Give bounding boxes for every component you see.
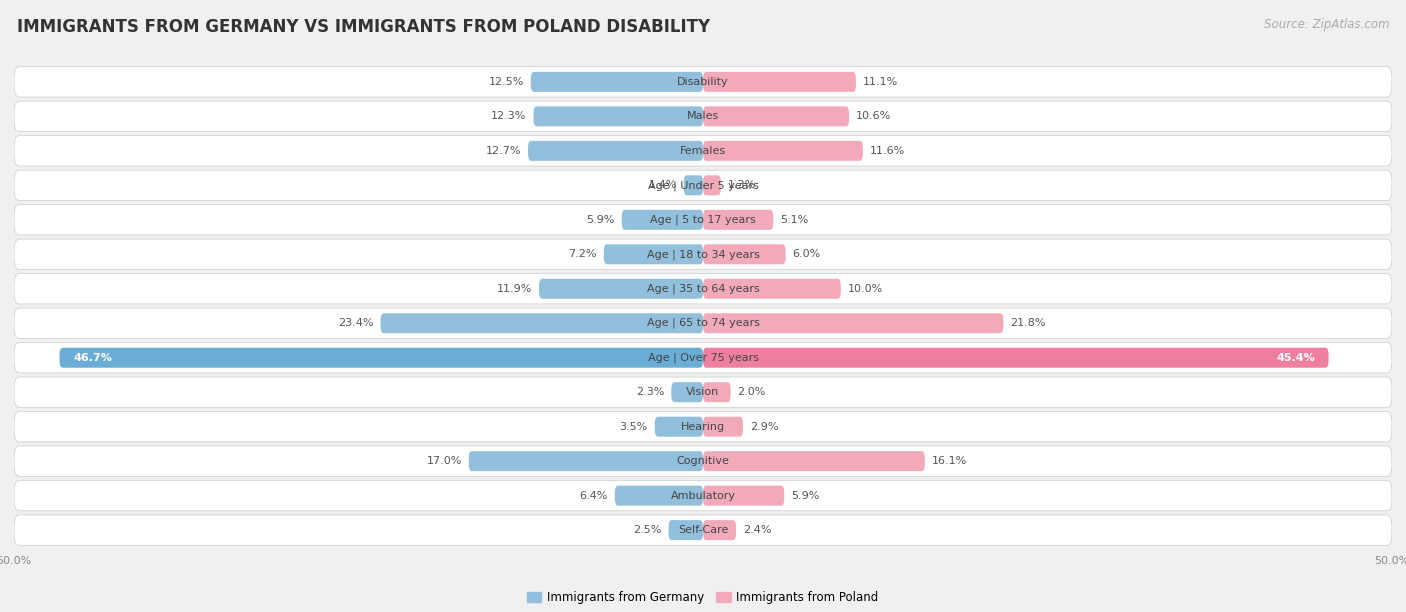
- Text: Vision: Vision: [686, 387, 720, 397]
- FancyBboxPatch shape: [14, 377, 1392, 408]
- Legend: Immigrants from Germany, Immigrants from Poland: Immigrants from Germany, Immigrants from…: [523, 586, 883, 608]
- FancyBboxPatch shape: [655, 417, 703, 437]
- FancyBboxPatch shape: [533, 106, 703, 126]
- Text: 21.8%: 21.8%: [1011, 318, 1046, 328]
- Text: Self-Care: Self-Care: [678, 525, 728, 535]
- FancyBboxPatch shape: [14, 411, 1392, 442]
- Text: Age | 65 to 74 years: Age | 65 to 74 years: [647, 318, 759, 329]
- FancyBboxPatch shape: [703, 486, 785, 506]
- Text: Males: Males: [688, 111, 718, 121]
- FancyBboxPatch shape: [669, 520, 703, 540]
- FancyBboxPatch shape: [671, 382, 703, 402]
- FancyBboxPatch shape: [14, 204, 1392, 235]
- Text: Cognitive: Cognitive: [676, 456, 730, 466]
- Text: 16.1%: 16.1%: [932, 456, 967, 466]
- Text: Age | 5 to 17 years: Age | 5 to 17 years: [650, 215, 756, 225]
- Text: 11.6%: 11.6%: [870, 146, 905, 156]
- FancyBboxPatch shape: [703, 106, 849, 126]
- Text: Ambulatory: Ambulatory: [671, 491, 735, 501]
- Text: 45.4%: 45.4%: [1277, 353, 1315, 363]
- FancyBboxPatch shape: [531, 72, 703, 92]
- FancyBboxPatch shape: [703, 72, 856, 92]
- Text: Age | 18 to 34 years: Age | 18 to 34 years: [647, 249, 759, 259]
- Text: 23.4%: 23.4%: [339, 318, 374, 328]
- Text: 5.9%: 5.9%: [792, 491, 820, 501]
- Text: Disability: Disability: [678, 77, 728, 87]
- FancyBboxPatch shape: [703, 348, 1329, 368]
- Text: 17.0%: 17.0%: [426, 456, 461, 466]
- FancyBboxPatch shape: [14, 274, 1392, 304]
- FancyBboxPatch shape: [703, 520, 737, 540]
- FancyBboxPatch shape: [468, 451, 703, 471]
- Text: 2.0%: 2.0%: [738, 387, 766, 397]
- FancyBboxPatch shape: [703, 382, 731, 402]
- Text: 11.9%: 11.9%: [496, 284, 531, 294]
- Text: 12.7%: 12.7%: [485, 146, 522, 156]
- Text: Hearing: Hearing: [681, 422, 725, 431]
- Text: Source: ZipAtlas.com: Source: ZipAtlas.com: [1264, 18, 1389, 31]
- Text: Age | 35 to 64 years: Age | 35 to 64 years: [647, 283, 759, 294]
- FancyBboxPatch shape: [703, 313, 1004, 334]
- Text: 10.0%: 10.0%: [848, 284, 883, 294]
- FancyBboxPatch shape: [14, 136, 1392, 166]
- FancyBboxPatch shape: [703, 451, 925, 471]
- Text: Females: Females: [681, 146, 725, 156]
- Text: Age | Over 75 years: Age | Over 75 years: [648, 353, 758, 363]
- Text: 6.4%: 6.4%: [579, 491, 607, 501]
- Text: 1.4%: 1.4%: [648, 181, 676, 190]
- Text: 12.3%: 12.3%: [491, 111, 527, 121]
- FancyBboxPatch shape: [14, 480, 1392, 511]
- Text: 2.9%: 2.9%: [749, 422, 779, 431]
- FancyBboxPatch shape: [14, 67, 1392, 97]
- FancyBboxPatch shape: [683, 175, 703, 195]
- Text: 2.3%: 2.3%: [636, 387, 665, 397]
- Text: 6.0%: 6.0%: [793, 249, 821, 259]
- FancyBboxPatch shape: [14, 343, 1392, 373]
- Text: 5.9%: 5.9%: [586, 215, 614, 225]
- FancyBboxPatch shape: [703, 175, 721, 195]
- Text: Age | Under 5 years: Age | Under 5 years: [648, 180, 758, 190]
- Text: 46.7%: 46.7%: [73, 353, 112, 363]
- FancyBboxPatch shape: [14, 101, 1392, 132]
- FancyBboxPatch shape: [703, 278, 841, 299]
- FancyBboxPatch shape: [703, 210, 773, 230]
- FancyBboxPatch shape: [703, 141, 863, 161]
- Text: 2.4%: 2.4%: [742, 525, 772, 535]
- Text: 11.1%: 11.1%: [863, 77, 898, 87]
- FancyBboxPatch shape: [14, 239, 1392, 269]
- Text: 10.6%: 10.6%: [856, 111, 891, 121]
- Text: 5.1%: 5.1%: [780, 215, 808, 225]
- FancyBboxPatch shape: [14, 515, 1392, 545]
- FancyBboxPatch shape: [614, 486, 703, 506]
- Text: 12.5%: 12.5%: [488, 77, 524, 87]
- Text: 3.5%: 3.5%: [620, 422, 648, 431]
- FancyBboxPatch shape: [529, 141, 703, 161]
- FancyBboxPatch shape: [59, 348, 703, 368]
- FancyBboxPatch shape: [14, 170, 1392, 201]
- FancyBboxPatch shape: [381, 313, 703, 334]
- Text: 2.5%: 2.5%: [633, 525, 662, 535]
- FancyBboxPatch shape: [14, 446, 1392, 476]
- FancyBboxPatch shape: [538, 278, 703, 299]
- FancyBboxPatch shape: [621, 210, 703, 230]
- Text: 1.3%: 1.3%: [728, 181, 756, 190]
- FancyBboxPatch shape: [14, 308, 1392, 338]
- Text: 7.2%: 7.2%: [568, 249, 598, 259]
- FancyBboxPatch shape: [703, 417, 742, 437]
- Text: IMMIGRANTS FROM GERMANY VS IMMIGRANTS FROM POLAND DISABILITY: IMMIGRANTS FROM GERMANY VS IMMIGRANTS FR…: [17, 18, 710, 36]
- FancyBboxPatch shape: [703, 244, 786, 264]
- FancyBboxPatch shape: [603, 244, 703, 264]
